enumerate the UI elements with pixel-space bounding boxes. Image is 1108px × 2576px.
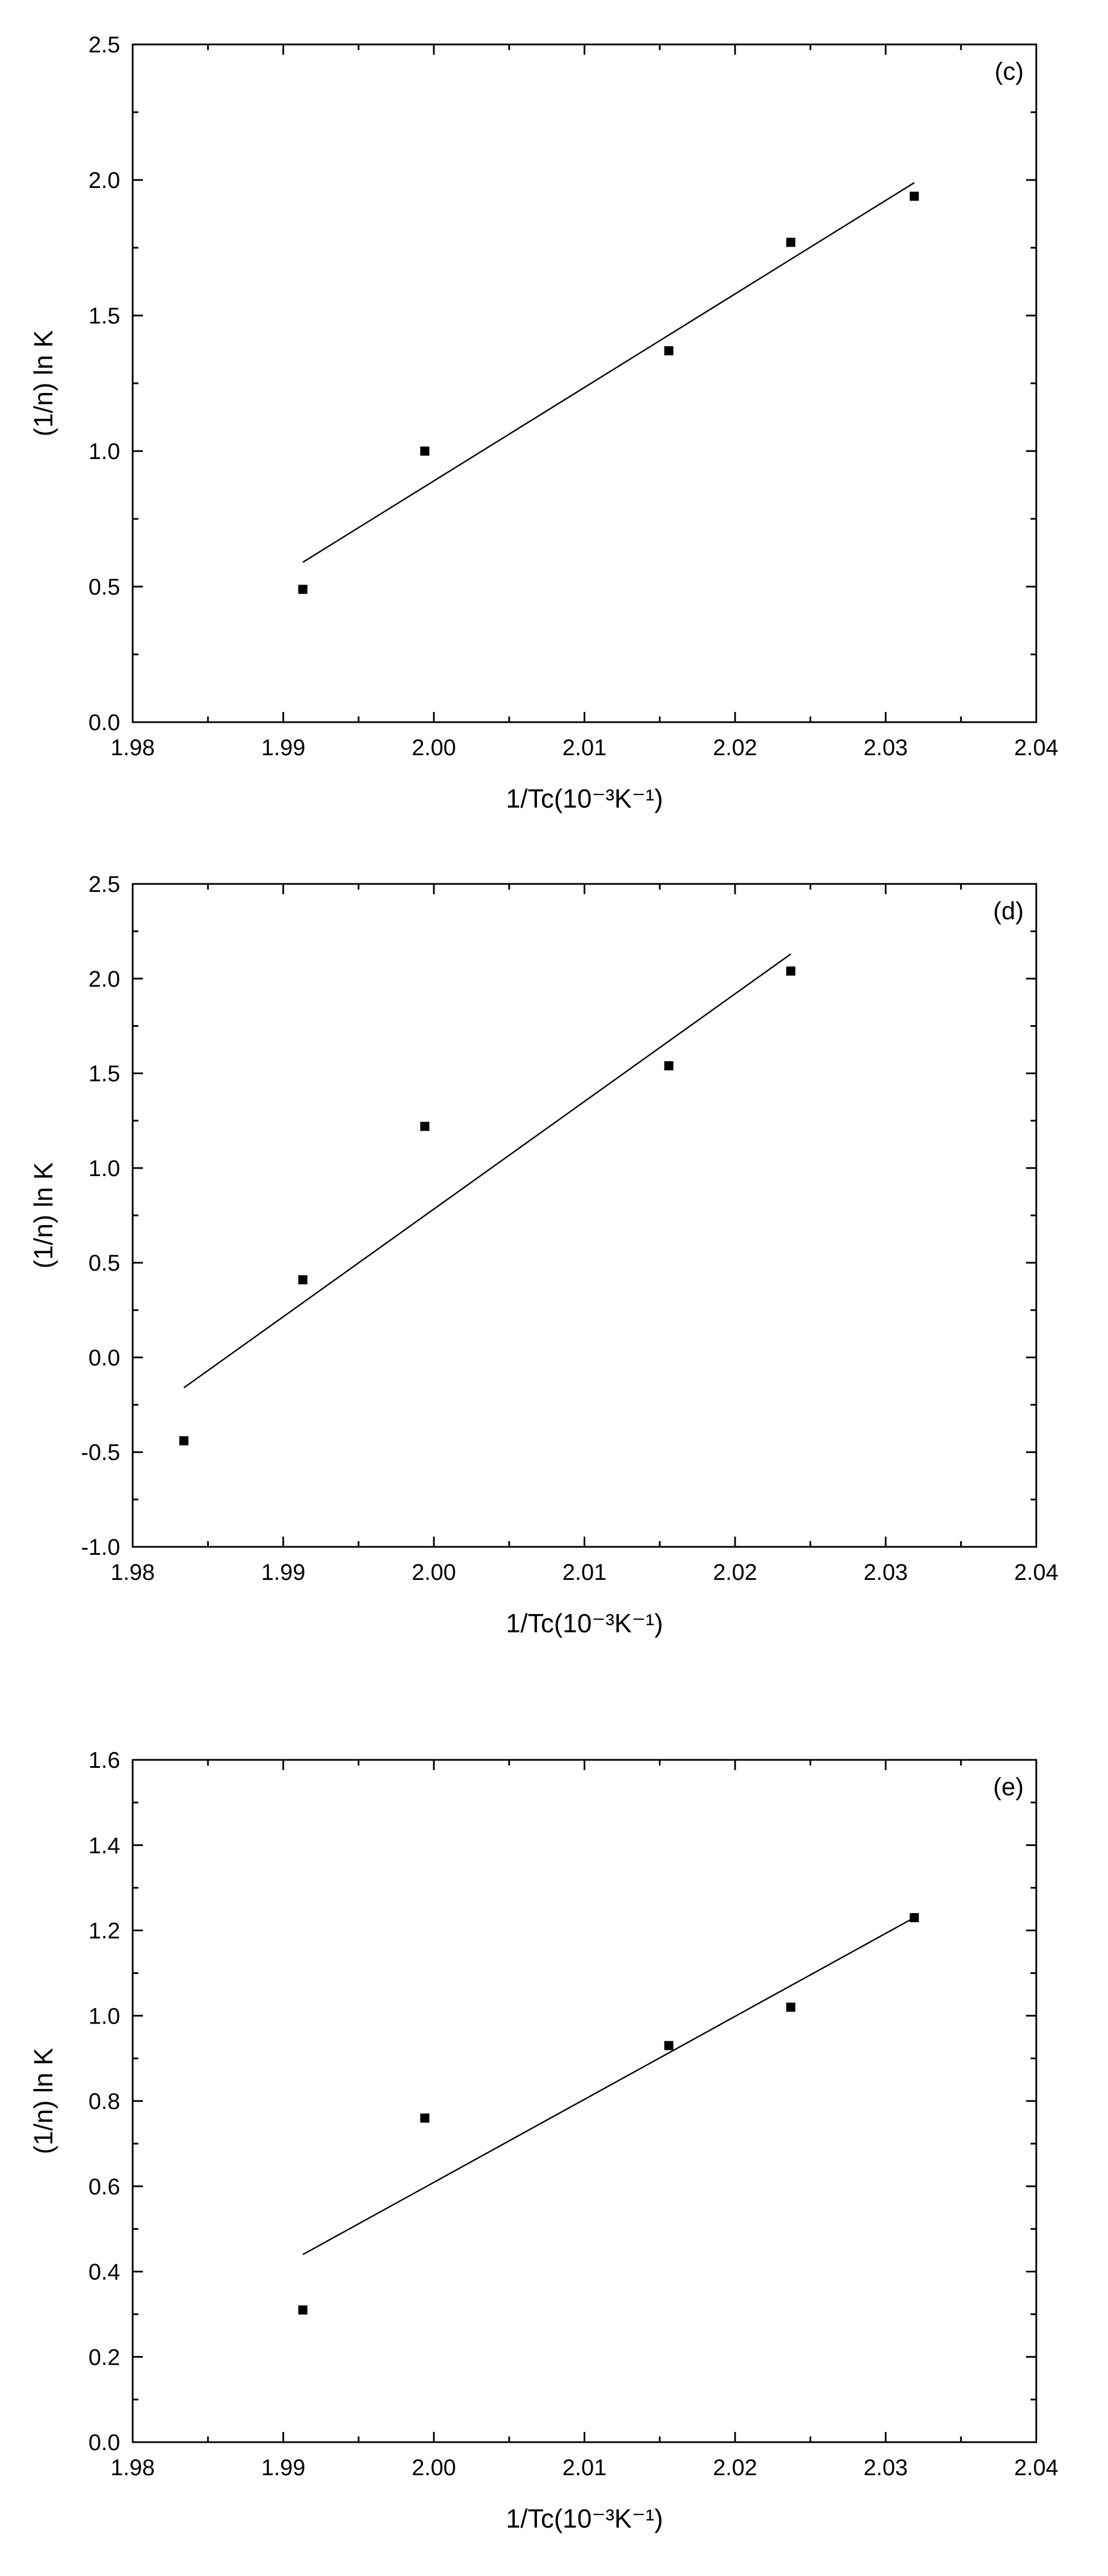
x-tick-label: 2.02	[713, 1560, 757, 1585]
y-tick-label: 0.6	[88, 2174, 120, 2200]
y-tick-label: 0.2	[88, 2345, 120, 2370]
fit-line	[302, 182, 915, 563]
x-tick-label: 2.03	[864, 1560, 908, 1585]
chart-panel: 1.98 1.99 2.00 2.01 2.02 2.03 2.04 0.0 0.5 1.0 1.5…	[28, 32, 1058, 813]
panel-label: (d)	[993, 897, 1024, 925]
x-tick-label: 2.04	[1014, 735, 1058, 760]
x-tick-label: 1.99	[261, 2455, 306, 2480]
y-tick-label: 1.0	[88, 1156, 120, 1181]
x-tick-label: 2.00	[412, 735, 456, 760]
y-tick-label: 0.0	[88, 710, 120, 735]
y-tick-label: 2.5	[88, 32, 120, 58]
data-point	[786, 966, 795, 976]
x-tick-label: 1.98	[110, 735, 155, 760]
y-tick-label: 2.0	[88, 168, 120, 193]
y-tick-label: 0.5	[88, 575, 120, 600]
x-tick-label: 2.03	[864, 2455, 908, 2480]
y-tick-label: 0.0	[88, 1345, 120, 1370]
data-point	[664, 1061, 674, 1071]
x-tick-label: 1.99	[261, 1560, 306, 1585]
x-tick-label: 2.02	[713, 2455, 757, 2480]
data-point	[664, 2041, 674, 2050]
plot-frame	[132, 883, 1037, 1548]
data-point	[909, 1913, 919, 1923]
x-tick-label: 2.00	[412, 1560, 456, 1585]
y-tick-label: 1.5	[88, 304, 120, 329]
x-tick-label: 2.00	[412, 2455, 456, 2480]
x-tick-label: 1.98	[110, 2455, 155, 2480]
data-point	[179, 1436, 188, 1445]
y-axis-title: (1/n) ln K	[28, 330, 58, 436]
fit-line	[183, 953, 791, 1389]
x-axis-title: 1/Tc(10⁻³K⁻¹)	[506, 2504, 663, 2533]
x-tick-label: 2.01	[563, 2455, 607, 2480]
data-point	[909, 191, 919, 201]
x-tick-label: 2.03	[864, 735, 908, 760]
data-point	[298, 2305, 307, 2315]
plot-frame	[132, 43, 1037, 723]
y-tick-label: 0.4	[88, 2260, 120, 2285]
data-point	[786, 2002, 795, 2012]
y-axis-title: (1/n) ln K	[28, 1162, 58, 1268]
x-tick-label: 2.02	[713, 735, 757, 760]
x-axis-title: 1/Tc(10⁻³K⁻¹)	[506, 784, 663, 813]
y-tick-label: 1.0	[88, 439, 120, 464]
y-tick-label: 0.5	[88, 1251, 120, 1276]
y-tick-label: 2.0	[88, 966, 120, 992]
plot-frame	[132, 1759, 1037, 2443]
x-tick-label: 2.04	[1014, 2455, 1058, 2480]
x-tick-label: 1.98	[110, 1560, 155, 1585]
data-point	[420, 1121, 430, 1131]
y-tick-label: 2.5	[88, 872, 120, 897]
x-axis-title: 1/Tc(10⁻³K⁻¹)	[506, 1608, 663, 1638]
data-point	[664, 346, 674, 355]
y-tick-label: 0.0	[88, 2430, 120, 2455]
x-tick-label: 2.04	[1014, 1560, 1058, 1585]
y-tick-label: 0.8	[88, 2089, 120, 2114]
y-tick-label: 1.6	[88, 1748, 120, 1773]
y-tick-label: 1.4	[88, 1833, 120, 1858]
y-tick-label: -0.5	[81, 1440, 120, 1465]
fit-line	[302, 1916, 915, 2255]
y-axis-title: (1/n) ln K	[28, 2047, 58, 2154]
data-point	[420, 2113, 430, 2123]
y-tick-label: 1.5	[88, 1062, 120, 1087]
chart-panel: 1.98 1.99 2.00 2.01 2.02 2.03 2.04 0.0 0.2 0.4 0.6…	[28, 1748, 1058, 2533]
x-tick-label: 2.01	[563, 1560, 607, 1585]
data-point	[786, 237, 795, 247]
x-tick-label: 1.99	[261, 735, 306, 760]
chart-panel: 1.98 1.99 2.00 2.01 2.02 2.03 2.04 -1.0 -0.5 0.0 0…	[28, 872, 1058, 1638]
data-point	[298, 1275, 307, 1285]
data-point	[420, 447, 430, 456]
data-point	[298, 584, 307, 594]
y-tick-label: -1.0	[81, 1535, 120, 1560]
x-tick-label: 2.01	[563, 735, 607, 760]
y-tick-label: 1.2	[88, 1919, 120, 1944]
panel-label: (e)	[993, 1773, 1024, 1801]
panel-label: (c)	[995, 58, 1024, 85]
y-tick-label: 1.0	[88, 2004, 120, 2029]
